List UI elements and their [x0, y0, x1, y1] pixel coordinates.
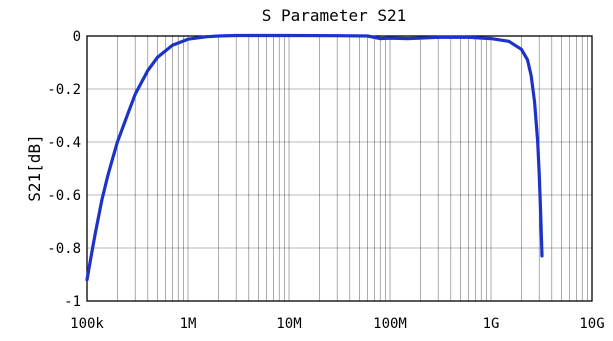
y-tick-label: -0.8 [47, 241, 81, 257]
plot-frame [86, 35, 593, 302]
series-group [85, 33, 544, 282]
x-tick-label: 100M [373, 316, 407, 332]
x-tick-label: 10M [276, 316, 301, 332]
x-tick-label: 100k [70, 316, 104, 332]
y-tick-label: 0 [73, 29, 81, 45]
y-tick-label: -0.6 [47, 188, 81, 204]
x-axis-ticks: 100k 1M 10M 100M 1G 10G [70, 316, 605, 332]
y-axis-label: S21[dB] [25, 134, 44, 201]
series-line [85, 33, 544, 282]
x-tick-label: 1M [180, 316, 197, 332]
chart-title: S Parameter S21 [262, 6, 407, 25]
y-tick-label: -0.4 [47, 135, 81, 151]
x-tick-label: 1G [483, 316, 500, 332]
grid-lines [86, 35, 592, 302]
y-tick-label: -1 [64, 294, 81, 310]
y-axis-ticks: 0 -0.2 -0.4 -0.6 -0.8 -1 [47, 29, 81, 310]
y-tick-label: -0.2 [47, 82, 81, 98]
x-tick-label: 10G [579, 316, 604, 332]
